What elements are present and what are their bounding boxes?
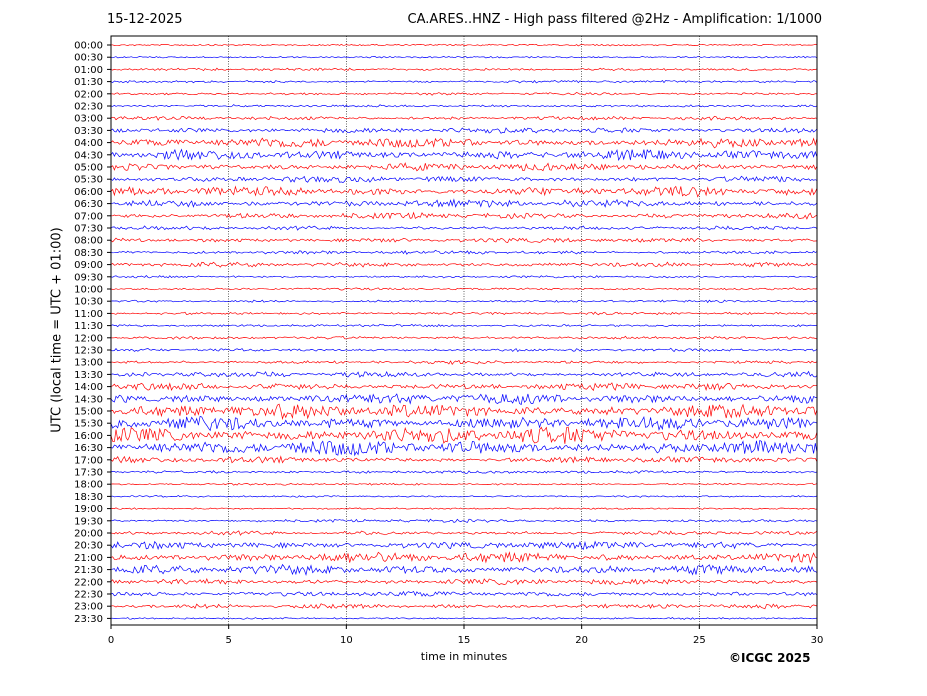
y-tick-label: 15:30 (74, 419, 103, 430)
y-tick-label: 15:00 (74, 407, 103, 418)
y-tick-label: 00:30 (74, 53, 103, 64)
x-tick-label: 0 (108, 635, 114, 646)
y-tick-label: 06:00 (74, 187, 103, 198)
y-tick-label: 20:00 (74, 529, 103, 540)
y-tick-label: 07:30 (74, 224, 103, 235)
y-tick-label: 16:30 (74, 443, 103, 454)
y-tick-label: 12:30 (74, 346, 103, 357)
y-tick-label: 13:00 (74, 358, 103, 369)
y-tick-label: 02:00 (74, 89, 103, 100)
y-tick-label: 06:30 (74, 199, 103, 210)
y-tick-label: 14:00 (74, 382, 103, 393)
y-tick-label: 22:30 (74, 590, 103, 601)
chart-title: CA.ARES..HNZ - High pass filtered @2Hz -… (407, 12, 822, 27)
y-tick-label: 16:00 (74, 431, 103, 442)
trace-0000 (110, 43, 818, 47)
x-tick-label: 10 (340, 635, 353, 646)
y-tick-label: 17:00 (74, 455, 103, 466)
y-tick-label: 04:30 (74, 150, 103, 161)
x-tick-label: 25 (693, 635, 706, 646)
y-tick-label: 08:00 (74, 236, 103, 247)
x-axis-label: time in minutes (420, 650, 508, 663)
y-tick-label: 18:00 (74, 480, 103, 491)
y-tick-label: 23:00 (74, 602, 103, 613)
y-tick-label: 09:00 (74, 260, 103, 271)
y-tick-label: 11:30 (74, 321, 103, 332)
trace-0330 (110, 127, 818, 134)
y-tick-label: 05:00 (74, 163, 103, 174)
y-tick-label: 19:30 (74, 516, 103, 527)
trace-2000 (110, 530, 818, 536)
y-tick-label: 13:30 (74, 370, 103, 381)
x-tick-label: 20 (575, 635, 588, 646)
y-tick-label: 11:00 (74, 309, 103, 320)
trace-1330 (110, 370, 818, 378)
y-tick-label: 12:00 (74, 333, 103, 344)
x-tick-label: 30 (811, 635, 824, 646)
date-label: 15-12-2025 (107, 12, 183, 27)
y-tick-label: 05:30 (74, 175, 103, 186)
y-tick-label: 07:00 (74, 211, 103, 222)
x-tick-layer: 0 5 10 15 20 25 30 (108, 625, 824, 646)
y-tick-label: 20:30 (74, 541, 103, 552)
y-tick-label: 17:30 (74, 468, 103, 479)
y-tick-label: 03:00 (74, 114, 103, 125)
x-tick-label: 5 (225, 635, 231, 646)
y-tick-label: 21:30 (74, 565, 103, 576)
y-tick-label: 08:30 (74, 248, 103, 259)
y-tick-label: 10:00 (74, 285, 103, 296)
y-tick-label: 03:30 (74, 126, 103, 137)
y-tick-label: 14:30 (74, 394, 103, 405)
y-tick-label: 10:30 (74, 297, 103, 308)
y-tick-label: 01:30 (74, 77, 103, 88)
y-tick-label: 22:00 (74, 577, 103, 588)
plot-frame (110, 35, 818, 626)
trace-1530 (110, 415, 818, 432)
y-tick-label: 01:00 (74, 65, 103, 76)
y-axis-label: UTC (local time = UTC + 01:00) (49, 227, 65, 433)
trace-0630 (110, 198, 818, 208)
trace-1930 (110, 518, 818, 523)
y-tick-label: 21:00 (74, 553, 103, 564)
y-tick-label: 02:30 (74, 102, 103, 113)
y-tick-label: 23:30 (74, 614, 103, 625)
y-tick-label: 19:00 (74, 504, 103, 515)
grid-layer (228, 36, 700, 625)
y-tick-label: 09:30 (74, 272, 103, 283)
trace-2030 (110, 540, 818, 551)
y-tick-label: 04:00 (74, 138, 103, 149)
copyright-label: ©ICGC 2025 (729, 651, 811, 665)
y-tick-label: 18:30 (74, 492, 103, 503)
trace-0730 (110, 225, 818, 231)
y-tick-label: 00:00 (74, 41, 103, 52)
x-tick-label: 15 (458, 635, 471, 646)
trace-1130 (110, 323, 818, 328)
trace-1630 (110, 439, 818, 457)
